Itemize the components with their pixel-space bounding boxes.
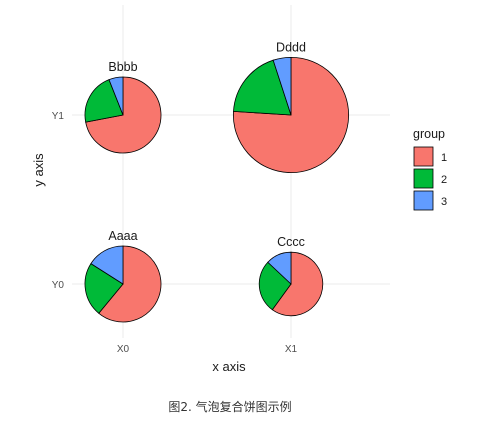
y-tick-label: Y0 — [52, 280, 65, 291]
pie-bbbb: Bbbb — [84, 60, 162, 154]
x-axis: X0 X1 x axis — [117, 344, 298, 374]
y-axis-title: y axis — [31, 153, 46, 187]
x-tick-label: X1 — [285, 344, 298, 355]
legend-label: 2 — [441, 174, 447, 186]
pie-aaaa: Aaaa — [84, 229, 162, 323]
legend: group 1 2 3 — [413, 127, 447, 211]
pie-slice-group-3 — [272, 56, 292, 116]
pie-slice-group-2 — [84, 263, 124, 314]
pie-dddd: Dddd — [233, 40, 349, 174]
pie-slice-group-3 — [108, 76, 124, 116]
legend-title: group — [413, 127, 445, 141]
legend-key-2 — [413, 168, 434, 189]
legend-key-3 — [413, 190, 434, 211]
x-tick-label: X0 — [117, 344, 130, 355]
pie-slice-group-3 — [267, 251, 292, 285]
legend-label: 3 — [441, 196, 447, 208]
pie-label: Bbbb — [108, 60, 137, 74]
pie-label: Aaaa — [108, 229, 137, 243]
pie-slice-group-1 — [271, 251, 324, 317]
pie-label: Dddd — [276, 40, 306, 54]
legend-key-1 — [413, 146, 434, 167]
pie-layer: Aaaa Bbbb Cccc Dddd — [84, 40, 349, 323]
pie-slice-group-3 — [90, 245, 124, 285]
figure-caption: 图2. 气泡复合饼图示例 — [168, 400, 292, 414]
pie-slice-group-2 — [258, 261, 292, 311]
pie-slice-group-2 — [84, 79, 124, 123]
pie-label: Cccc — [277, 235, 305, 249]
pie-slice-group-1 — [98, 245, 162, 323]
y-tick-label: Y1 — [52, 111, 65, 122]
x-axis-title: x axis — [212, 359, 246, 374]
legend-label: 1 — [441, 152, 447, 164]
pie-cccc: Cccc — [258, 235, 324, 317]
y-axis: Y1 Y0 y axis — [31, 111, 64, 291]
pie-slice-group-2 — [233, 59, 292, 116]
